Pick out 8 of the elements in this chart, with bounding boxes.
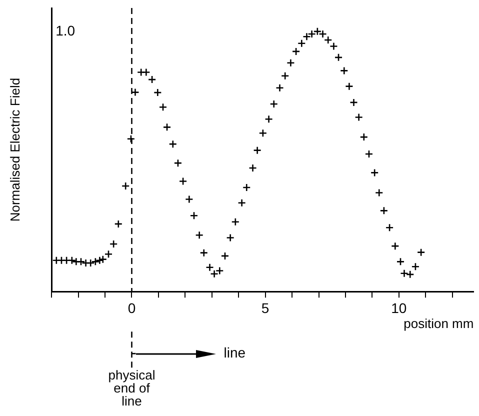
x-axis-title: position mm [404, 316, 474, 331]
ref-line-label: physical end of line [108, 368, 156, 409]
y-axis-title: Normalised Electric Field [7, 78, 22, 222]
text: line [224, 344, 246, 360]
x-tick-label: 0 [128, 300, 136, 316]
x-tick-label: 5 [261, 300, 270, 316]
x-tick-label: 10 [391, 300, 407, 316]
annotation: 1.0 [56, 22, 76, 38]
